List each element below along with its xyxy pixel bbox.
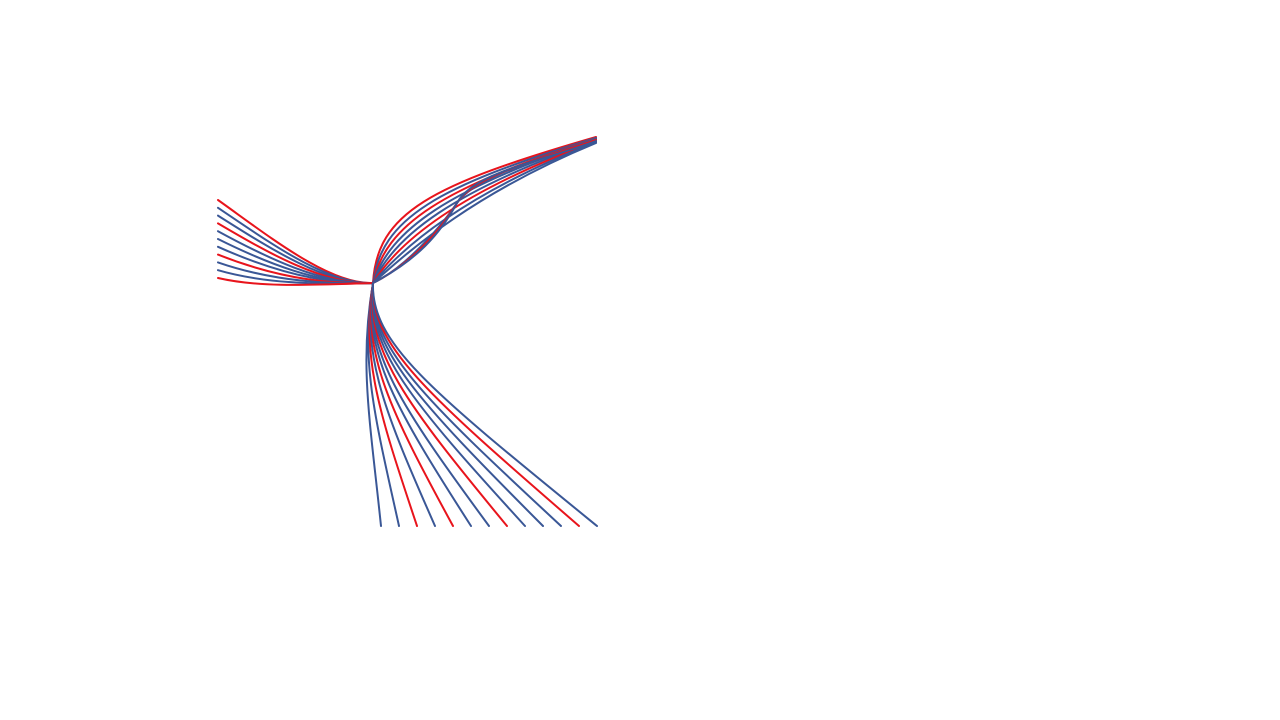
curve-top-1: [372, 136, 597, 284]
curve-top-5: [372, 139, 597, 284]
curve-bottom-7: [370, 282, 490, 527]
curve-bottom-11: [371, 282, 562, 527]
curve-top-8: [372, 142, 597, 284]
curve-top-6: [372, 140, 597, 284]
curve-left-11: [217, 277, 374, 286]
top-right-curve-bundle: [372, 136, 597, 284]
curve-top-2: [372, 136, 597, 284]
bottom-curve-bundle: [365, 282, 598, 527]
left-curve-bundle: [217, 199, 374, 286]
curve-top-loop-3: [372, 140, 597, 284]
curve-bottom-13: [371, 282, 598, 527]
